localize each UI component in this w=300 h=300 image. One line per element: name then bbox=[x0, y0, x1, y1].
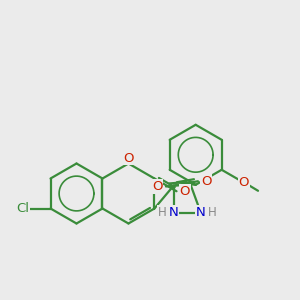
Text: O: O bbox=[238, 176, 249, 189]
Text: Cl: Cl bbox=[16, 202, 29, 215]
Text: H: H bbox=[158, 206, 167, 219]
Text: H: H bbox=[208, 206, 217, 219]
Text: O: O bbox=[201, 175, 211, 188]
Text: O: O bbox=[180, 185, 190, 198]
Text: N: N bbox=[169, 206, 178, 219]
Text: O: O bbox=[152, 180, 163, 193]
Text: N: N bbox=[196, 206, 206, 219]
Text: O: O bbox=[123, 152, 134, 165]
